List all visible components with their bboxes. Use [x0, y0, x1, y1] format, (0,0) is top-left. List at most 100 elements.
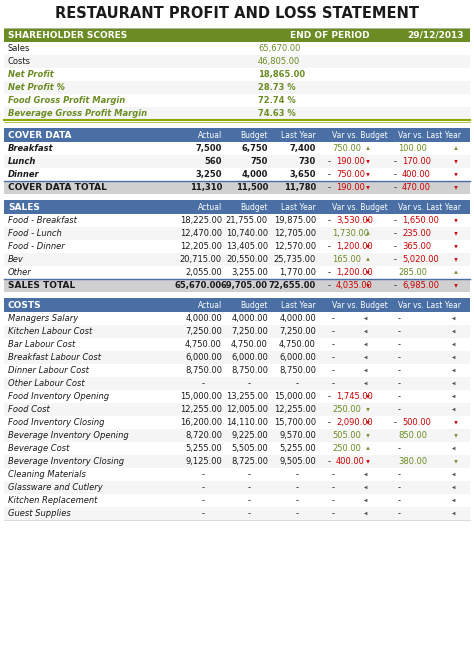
- Polygon shape: [366, 245, 370, 249]
- Polygon shape: [454, 147, 458, 150]
- Text: -: -: [398, 392, 401, 401]
- Text: 1,200.00: 1,200.00: [336, 242, 373, 251]
- Text: SALES TOTAL: SALES TOTAL: [8, 281, 75, 290]
- Text: Actual: Actual: [198, 203, 222, 211]
- Bar: [4, 142, 470, 155]
- Polygon shape: [366, 421, 370, 425]
- Text: -: -: [398, 509, 401, 518]
- Text: Bar Labour Cost: Bar Labour Cost: [8, 340, 75, 349]
- Bar: [4, 364, 470, 377]
- Polygon shape: [454, 284, 458, 288]
- Text: -: -: [394, 281, 397, 290]
- Text: 5,020.00: 5,020.00: [402, 255, 439, 264]
- Text: 12,255.00: 12,255.00: [180, 405, 222, 414]
- Text: -: -: [332, 366, 335, 375]
- Text: 15,000.00: 15,000.00: [180, 392, 222, 401]
- Text: 6,000.00: 6,000.00: [185, 353, 222, 362]
- Text: Kitchen Replacement: Kitchen Replacement: [8, 496, 97, 505]
- Polygon shape: [366, 460, 370, 464]
- Text: 15,000.00: 15,000.00: [274, 392, 316, 401]
- Text: COVER DATA TOTAL: COVER DATA TOTAL: [8, 183, 107, 192]
- Polygon shape: [452, 499, 456, 502]
- Text: 1,730.00: 1,730.00: [332, 229, 369, 238]
- Bar: [4, 168, 470, 181]
- Bar: [4, 298, 470, 312]
- Text: 7,500: 7,500: [196, 144, 222, 153]
- Text: 560: 560: [204, 157, 222, 166]
- Text: 400.00: 400.00: [402, 170, 431, 179]
- Polygon shape: [364, 369, 367, 372]
- Text: Beverage Gross Profit Margin: Beverage Gross Profit Margin: [8, 109, 147, 118]
- Bar: [4, 68, 470, 81]
- Text: Other Labour Cost: Other Labour Cost: [8, 379, 85, 388]
- Bar: [4, 455, 470, 468]
- Text: 6,000.00: 6,000.00: [231, 353, 268, 362]
- Text: 505.00: 505.00: [332, 431, 361, 440]
- Bar: [4, 377, 470, 390]
- Text: 235.00: 235.00: [402, 229, 431, 238]
- Text: 69,705.00: 69,705.00: [221, 281, 268, 290]
- Text: 2,055.00: 2,055.00: [185, 268, 222, 277]
- Text: Var vs. Last Year: Var vs. Last Year: [398, 130, 461, 140]
- Polygon shape: [454, 232, 458, 235]
- Text: 9,570.00: 9,570.00: [279, 431, 316, 440]
- Text: 250.00: 250.00: [332, 405, 361, 414]
- Bar: [4, 351, 470, 364]
- Text: 12,255.00: 12,255.00: [274, 405, 316, 414]
- Polygon shape: [364, 499, 367, 502]
- Text: -: -: [394, 229, 397, 238]
- Text: 165.00: 165.00: [332, 255, 361, 264]
- Text: Budget: Budget: [240, 300, 268, 310]
- Polygon shape: [454, 270, 458, 274]
- Text: 28.73 %: 28.73 %: [258, 83, 296, 92]
- Polygon shape: [452, 447, 456, 450]
- Text: Net Profit: Net Profit: [8, 70, 54, 79]
- Polygon shape: [452, 316, 456, 320]
- Polygon shape: [366, 147, 370, 150]
- Text: 730: 730: [299, 157, 316, 166]
- Text: -: -: [394, 183, 397, 192]
- Text: 7,400: 7,400: [290, 144, 316, 153]
- Bar: [4, 107, 470, 120]
- Bar: [4, 240, 470, 253]
- Text: -: -: [296, 379, 299, 388]
- Text: 12,570.00: 12,570.00: [274, 242, 316, 251]
- Text: Actual: Actual: [198, 130, 222, 140]
- Text: -: -: [328, 457, 331, 466]
- Text: -: -: [332, 327, 335, 336]
- Text: -: -: [248, 470, 251, 479]
- Text: -: -: [398, 353, 401, 362]
- Text: -: -: [398, 444, 401, 453]
- Text: Dinner Labour Cost: Dinner Labour Cost: [8, 366, 89, 375]
- Text: Beverage Inventory Opening: Beverage Inventory Opening: [8, 431, 129, 440]
- Text: Food - Dinner: Food - Dinner: [8, 242, 65, 251]
- Bar: [4, 468, 470, 481]
- Polygon shape: [452, 486, 456, 489]
- Text: 13,405.00: 13,405.00: [226, 242, 268, 251]
- Text: -: -: [398, 405, 401, 414]
- Text: -: -: [332, 470, 335, 479]
- Bar: [4, 155, 470, 168]
- Bar: [4, 227, 470, 240]
- Text: 29/12/2013: 29/12/2013: [408, 31, 464, 39]
- Polygon shape: [364, 473, 367, 476]
- Text: -: -: [398, 483, 401, 492]
- Text: -: -: [328, 268, 331, 277]
- Text: 12,470.00: 12,470.00: [180, 229, 222, 238]
- Text: -: -: [202, 496, 205, 505]
- Bar: [4, 403, 470, 416]
- Text: 8,750.00: 8,750.00: [231, 366, 268, 375]
- Bar: [4, 507, 470, 520]
- Text: Kitchen Labour Cost: Kitchen Labour Cost: [8, 327, 92, 336]
- Text: 14,110.00: 14,110.00: [226, 418, 268, 427]
- Text: -: -: [328, 242, 331, 251]
- Polygon shape: [366, 173, 370, 177]
- Text: -: -: [332, 509, 335, 518]
- Text: -: -: [202, 509, 205, 518]
- Text: 6,000.00: 6,000.00: [279, 353, 316, 362]
- Text: -: -: [398, 496, 401, 505]
- Polygon shape: [454, 219, 458, 223]
- Text: 18,865.00: 18,865.00: [258, 70, 305, 79]
- Text: 1,770.00: 1,770.00: [279, 268, 316, 277]
- Text: 7,250.00: 7,250.00: [279, 327, 316, 336]
